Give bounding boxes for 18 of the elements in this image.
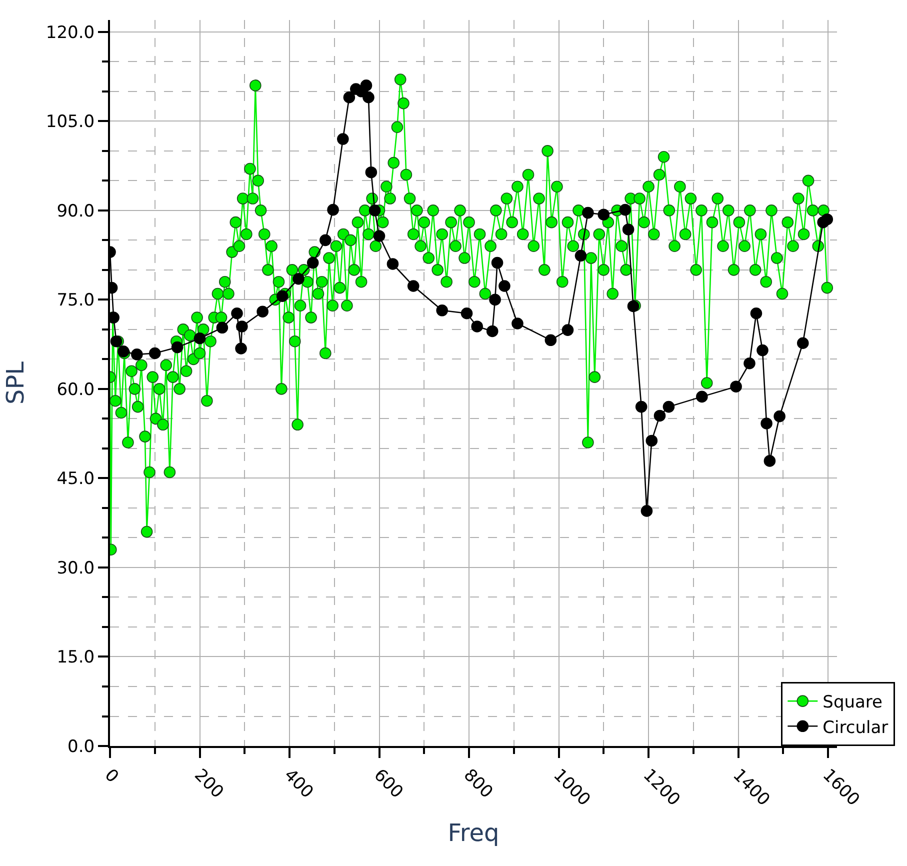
y-tick-label: 60.0 [56,380,95,400]
y-axis-title: SPL [2,360,30,405]
legend-label: Circular [822,718,888,738]
y-tick-label: 120.0 [46,22,95,43]
y-tick-label: 45.0 [56,469,95,490]
x-tick-label: 400 [280,765,318,802]
y-tick-label: 15.0 [56,648,95,668]
x-tick-label: 0 [100,765,122,788]
y-tick-label: 30.0 [56,558,95,578]
legend-label: Square [822,692,883,713]
x-tick-label: 200 [190,765,228,802]
y-tick-label: 0.0 [68,736,95,757]
y-tick-label: 75.0 [56,290,95,311]
x-axis-title: Freq [448,818,500,847]
y-tick-label: 105.0 [46,112,95,132]
x-tick-label: 800 [459,765,497,802]
x-tick-label: 600 [370,765,407,802]
y-tick-label: 90.0 [56,201,95,222]
